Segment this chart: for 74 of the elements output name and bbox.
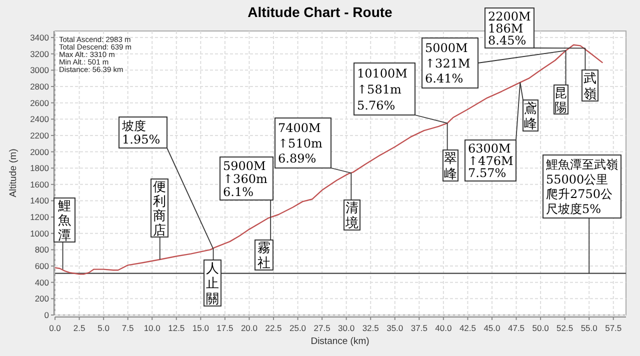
annotation: 翠峰	[444, 151, 457, 182]
x-tick-label: 55.0	[580, 323, 598, 333]
callout: 5900M ↑360m 6.1%	[220, 156, 274, 218]
callout: 鳶峰	[520, 82, 538, 132]
callout: 昆陽	[554, 50, 568, 114]
chart-title: Altitude Chart - Route	[248, 4, 393, 20]
annotation: 2200M 186M 8.45%	[488, 9, 531, 48]
x-tick-label: 20.0	[240, 323, 258, 333]
y-tick-label: 800	[34, 244, 50, 255]
annotation: 清境	[344, 201, 358, 232]
annotation: 便利商店	[153, 180, 166, 238]
x-tick-label: 57.5	[605, 323, 622, 333]
annotation: 7400M ↑510m 6.89%	[278, 120, 323, 166]
annotation: 霧社	[258, 241, 270, 272]
annotation: 武嶺	[584, 71, 596, 102]
x-tick-label: 15.0	[192, 323, 210, 333]
annotation: 鯉魚潭	[58, 199, 71, 244]
y-tick-label: 3200	[30, 48, 50, 59]
x-tick-label: 5.0	[98, 323, 110, 333]
x-tick-label: 52.5	[556, 323, 574, 333]
callout: 7400M ↑510m 6.89%	[274, 118, 352, 174]
y-axis-title: Altitude (m)	[8, 148, 19, 198]
callout: 翠峰	[442, 122, 458, 182]
callout: 武嶺	[582, 48, 598, 102]
annotation: 坡度1.95%	[121, 119, 160, 147]
y-tick-label: 1400	[30, 196, 50, 206]
annotation: 鳶峰	[524, 100, 537, 132]
x-tick-label: 0.0	[49, 323, 62, 333]
x-tick-label: 35.0	[386, 323, 404, 333]
y-tick-label: 3400	[30, 32, 50, 43]
x-tick-label: 10.0	[144, 323, 161, 333]
y-tick-label: 2800	[30, 81, 50, 92]
callout: 便利商店	[150, 178, 168, 260]
x-axis-title: Distance (km)	[310, 336, 370, 347]
y-tick-label: 3000	[30, 65, 50, 76]
y-tick-label: 1200	[30, 212, 50, 222]
x-tick-label: 42.5	[459, 323, 476, 333]
y-tick-label: 400	[34, 277, 50, 288]
callout: 霧社	[254, 217, 274, 272]
x-tick-label: 22.5	[265, 323, 282, 333]
x-tick-label: 32.5	[362, 323, 380, 333]
x-tick-label: 45.0	[484, 323, 501, 333]
x-tick-label: 7.5	[122, 323, 134, 333]
callout: 2200M 186M 8.45%	[484, 8, 586, 49]
y-tick-label: 2000	[30, 146, 50, 157]
x-tick-label: 40.0	[435, 323, 452, 333]
y-tick-label: 600	[34, 261, 50, 272]
annotation: 5900M ↑360m 6.1%	[223, 158, 268, 199]
callout: 鯉魚潭至武嶺55000公里爬升2750公尺坡度5%	[542, 154, 622, 274]
y-tick-label: 1800	[30, 163, 50, 174]
annotation: 5000M ↑321M 6.41%	[425, 40, 470, 86]
y-tick-label: 2400	[30, 114, 50, 124]
annotation: 人止關	[206, 261, 219, 308]
x-tick-label: 30.0	[338, 323, 355, 333]
x-tick-label: 37.5	[410, 323, 428, 333]
x-tick-label: 47.5	[508, 323, 525, 333]
annotation: 10100M ↑581m 5.76%	[357, 66, 408, 112]
callout: 清境	[344, 172, 360, 232]
y-tick-label: 1600	[30, 179, 50, 190]
x-tick-label: 50.0	[532, 323, 550, 333]
x-tick-label: 17.5	[216, 323, 234, 333]
annotation: 昆陽	[554, 84, 568, 114]
y-tick-label: 0	[44, 310, 50, 320]
annotation: 6300M ↑476M 7.57%	[468, 141, 514, 180]
y-tick-label: 2200	[30, 130, 50, 140]
y-tick-label: 1000	[30, 228, 50, 238]
y-tick-label: 2600	[30, 98, 50, 108]
x-tick-label: 27.5	[314, 323, 331, 333]
x-tick-label: 25.0	[290, 323, 306, 333]
x-tick-label: 2.5	[73, 323, 86, 333]
annotation: 鯉魚潭至武嶺55000公里爬升2750公尺坡度5%	[546, 158, 618, 216]
callout: 鯉魚潭	[54, 198, 76, 270]
y-tick-label: 200	[34, 294, 50, 304]
x-tick-label: 12.5	[168, 323, 185, 333]
